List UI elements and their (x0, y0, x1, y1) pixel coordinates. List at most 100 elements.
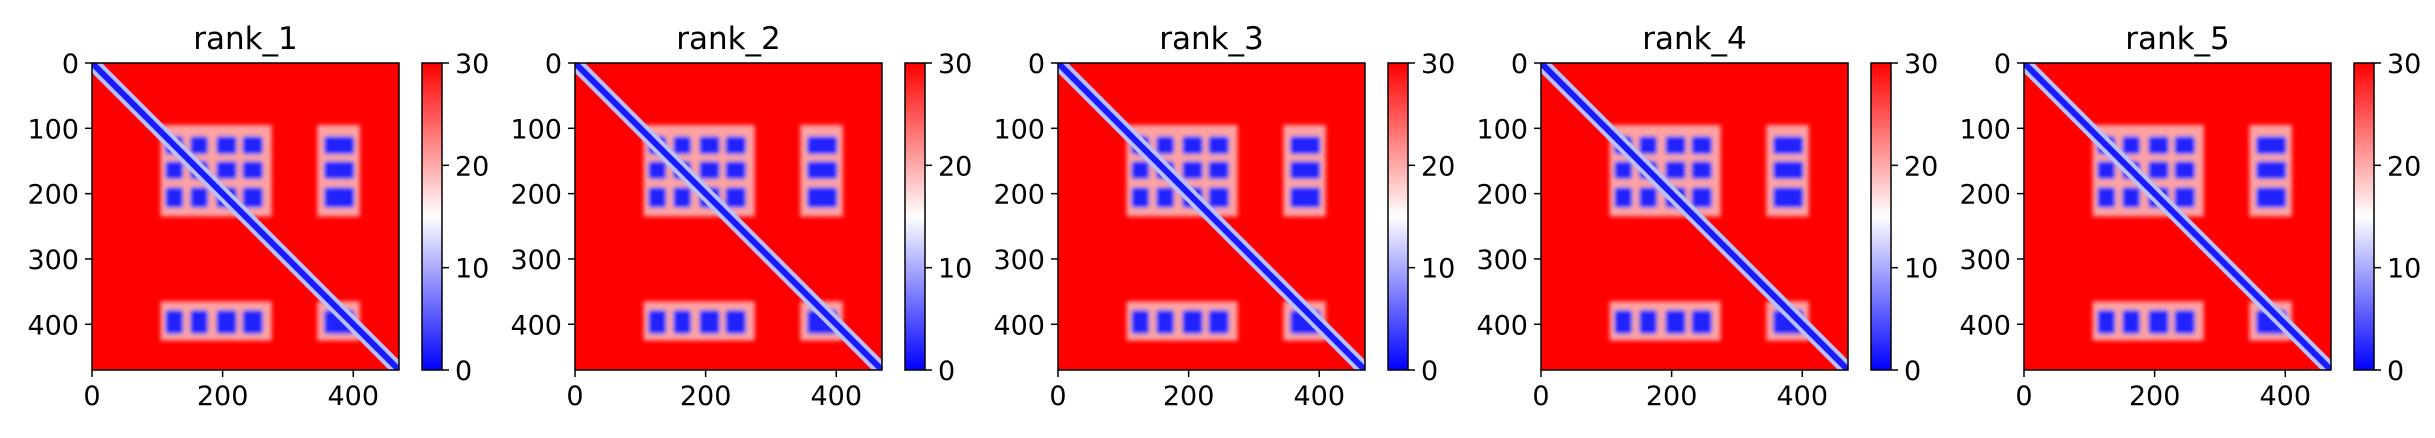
y-tick-label: 200 (510, 180, 562, 211)
contact-block (2255, 160, 2287, 180)
x-tick-label: 400 (1777, 381, 1829, 412)
contact-block (725, 309, 747, 335)
colorbar-tick-label: 20 (938, 151, 972, 182)
contact-block (806, 187, 838, 209)
colorbar-tick-label: 10 (938, 254, 972, 285)
colorbar-tick-label: 30 (2387, 49, 2421, 80)
y-tick-label: 100 (510, 114, 562, 145)
x-tick-label: 0 (1532, 381, 1549, 412)
contact-block (1155, 309, 1175, 335)
y-tick-label: 200 (993, 180, 1045, 211)
y-tick-label: 400 (510, 310, 562, 341)
axes-frame (1057, 62, 1366, 371)
contact-block (672, 136, 692, 155)
contact-block (1665, 160, 1687, 180)
heatmap-body (1058, 63, 1365, 370)
contact-block (2148, 309, 2170, 335)
axes-frame (1540, 62, 1849, 371)
contact-block (242, 160, 264, 180)
contact-block (1691, 136, 1713, 155)
colorbar: 0 10 20 30 (1870, 49, 1938, 387)
contact-block (165, 187, 184, 209)
colorbar-gradient (904, 62, 926, 371)
colorbar-tick-label: 0 (455, 356, 472, 387)
diagonal-band (92, 63, 399, 370)
contact-block (2097, 187, 2116, 209)
colorbar: 0 10 20 30 (1387, 49, 1455, 387)
contact-block (216, 136, 238, 155)
contact-block (165, 309, 184, 335)
contact-block (648, 187, 667, 209)
y-tick-label: 200 (1959, 180, 2011, 211)
contact-block (2121, 136, 2141, 155)
colorbar-tick-label: 20 (455, 151, 489, 182)
contact-block (806, 136, 838, 155)
colorbar-tick-label: 20 (1421, 151, 1455, 182)
contact-block (1638, 187, 1658, 209)
colorbar-tick-label: 0 (1904, 356, 1921, 387)
colorbar-tick-label: 10 (455, 254, 489, 285)
contact-block (1289, 187, 1321, 209)
y-tick-label: 400 (27, 310, 79, 341)
contact-block (672, 187, 692, 209)
x-tick-label: 400 (1294, 381, 1346, 412)
contact-block (2121, 309, 2141, 335)
colorbar-tick-label: 20 (2387, 151, 2421, 182)
contact-block (1208, 187, 1230, 209)
contact-block (1772, 160, 1804, 180)
colorbar-gradient (1870, 62, 1892, 371)
x-tick-label: 200 (1646, 381, 1698, 412)
contact-block (1182, 309, 1204, 335)
contact-block (2174, 136, 2196, 155)
colorbar-tick-label: 0 (2387, 356, 2404, 387)
heatmap-panel-4: rank_4 0 200 400 0 100 200 300 400 0 10 20 30 (1476, 21, 1938, 412)
y-tick-label: 200 (1476, 180, 1528, 211)
y-tick-label: 0 (1994, 49, 2011, 80)
chart-title: rank_1 (193, 21, 298, 57)
contact-block (1691, 187, 1713, 209)
heatmap-body (1541, 63, 1848, 370)
heatmap-body (575, 63, 882, 370)
x-tick-label: 200 (1163, 381, 1215, 412)
y-tick-label: 0 (62, 49, 79, 80)
axes-frame (91, 62, 400, 371)
y-tick-label: 400 (1476, 310, 1528, 341)
colorbar: 0 10 20 30 (904, 49, 972, 387)
contact-block (2148, 136, 2170, 155)
diagonal-band (2024, 63, 2331, 370)
chart-title: rank_2 (676, 21, 781, 57)
contact-block (189, 187, 209, 209)
contact-block (2174, 160, 2196, 180)
axes-frame (574, 62, 883, 371)
contact-block (216, 160, 238, 180)
contact-block (1182, 136, 1204, 155)
colorbar-tick-label: 10 (2387, 254, 2421, 285)
colorbar: 0 10 20 30 (2353, 49, 2421, 387)
y-tick-label: 300 (993, 245, 1045, 276)
contact-block (1208, 160, 1230, 180)
contact-block (806, 160, 838, 180)
chart-title: rank_5 (2125, 21, 2230, 57)
contact-block (2174, 187, 2196, 209)
contact-block (725, 160, 747, 180)
contact-block (1772, 187, 1804, 209)
contact-block (672, 309, 692, 335)
y-tick-label: 100 (1476, 114, 1528, 145)
x-tick-label: 200 (2129, 381, 2181, 412)
contact-block (1665, 309, 1687, 335)
chart-title: rank_4 (1642, 21, 1747, 57)
contact-block (165, 160, 184, 180)
diagonal-band (1058, 63, 1365, 370)
contact-block (1772, 136, 1804, 155)
contact-block (648, 160, 667, 180)
contact-block (1665, 136, 1687, 155)
contact-block (1208, 309, 1230, 335)
contact-block (1131, 187, 1150, 209)
y-tick-label: 0 (1511, 49, 1528, 80)
contact-block (1131, 309, 1150, 335)
x-tick-label: 0 (2015, 381, 2032, 412)
contact-block (2097, 160, 2116, 180)
contact-block (189, 136, 209, 155)
y-tick-label: 200 (27, 180, 79, 211)
contact-block (323, 160, 355, 180)
